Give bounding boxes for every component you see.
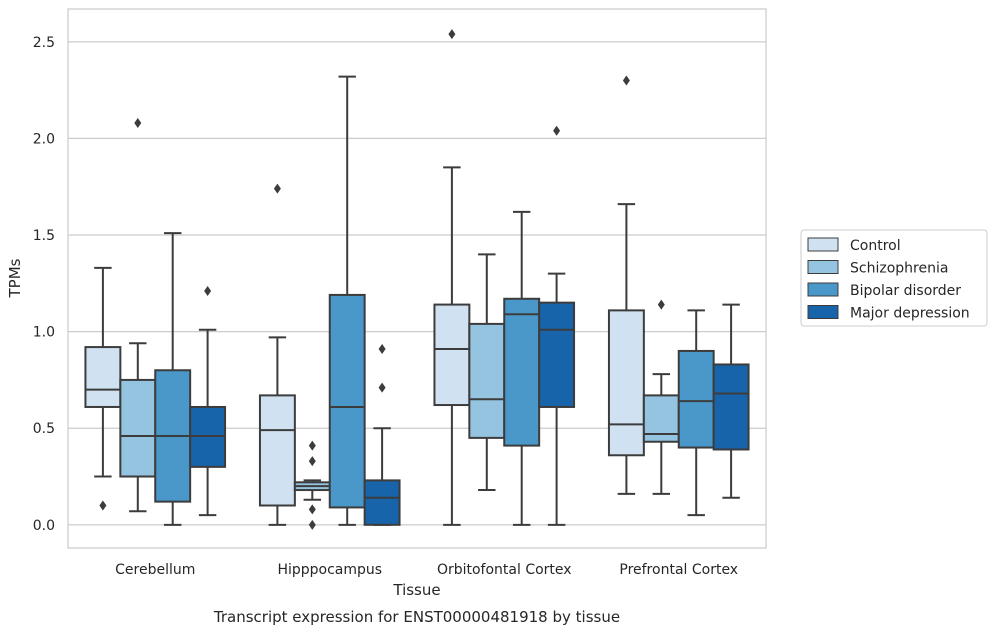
box bbox=[84, 346, 122, 408]
box-group bbox=[328, 75, 366, 526]
x-axis: Cerebellum Hipppocampus Orbitofontal Corte… bbox=[115, 562, 738, 578]
box bbox=[538, 301, 576, 408]
outlier-point bbox=[657, 299, 665, 310]
x-tick-label: Prefrontal Cortex bbox=[619, 562, 738, 578]
box bbox=[503, 297, 541, 447]
x-axis-title: Tissue bbox=[392, 581, 440, 599]
y-axis: 0.0 0.5 1.0 1.5 2.0 2.5 bbox=[33, 35, 55, 534]
legend-swatch bbox=[807, 305, 839, 319]
legend-swatch bbox=[807, 282, 839, 297]
box-group bbox=[433, 29, 471, 526]
box-series bbox=[84, 29, 750, 530]
outlier-point bbox=[308, 504, 316, 515]
box-group bbox=[712, 303, 750, 499]
legend-swatch bbox=[807, 237, 839, 252]
plot-frame bbox=[67, 8, 767, 549]
x-tick-label: Hipppocampus bbox=[277, 562, 382, 578]
outlier-point bbox=[273, 183, 281, 194]
outlier-point bbox=[134, 117, 142, 128]
box bbox=[607, 309, 645, 457]
box-group bbox=[468, 253, 506, 492]
y-tick-label: 0.0 bbox=[33, 518, 55, 534]
box bbox=[712, 363, 750, 451]
box bbox=[258, 394, 296, 507]
box bbox=[433, 303, 471, 407]
outlier-point bbox=[378, 344, 386, 355]
chart-caption: Transcript expression for ENST0000048191… bbox=[213, 608, 620, 626]
outlier-point bbox=[308, 440, 316, 451]
box-group bbox=[642, 299, 680, 495]
legend: Control Schizophrenia Bipolar disorder Majo… bbox=[800, 229, 988, 327]
outlier-point bbox=[622, 75, 630, 86]
legend-frame bbox=[800, 229, 988, 327]
y-axis-title: TPMs bbox=[6, 258, 24, 298]
box-group bbox=[677, 309, 715, 517]
outlier-point bbox=[308, 519, 316, 530]
legend-swatch bbox=[807, 260, 839, 274]
box bbox=[677, 349, 715, 449]
box bbox=[468, 322, 506, 439]
box bbox=[119, 378, 157, 478]
legend-label: Schizophrenia bbox=[850, 261, 948, 277]
y-tick-label: 1.5 bbox=[33, 228, 55, 244]
x-tick-label: Orbitofontal Cortex bbox=[437, 562, 572, 578]
box-group bbox=[189, 286, 227, 517]
x-tick-label: Cerebellum bbox=[115, 562, 195, 578]
box-group bbox=[293, 440, 331, 530]
y-tick-label: 1.0 bbox=[33, 325, 55, 341]
y-tick-label: 0.5 bbox=[33, 421, 55, 437]
box-group bbox=[258, 183, 296, 526]
legend-label: Major depression bbox=[850, 306, 970, 322]
box bbox=[363, 479, 401, 526]
legend-label: Bipolar disorder bbox=[850, 283, 961, 299]
box-group bbox=[607, 75, 645, 495]
box-group bbox=[84, 266, 122, 511]
box-group bbox=[538, 125, 576, 526]
outlier-point bbox=[378, 382, 386, 393]
outlier-point bbox=[99, 500, 107, 511]
y-tick-label: 2.5 bbox=[33, 35, 55, 51]
legend-label: Control bbox=[850, 238, 901, 254]
box-group bbox=[503, 210, 541, 526]
outlier-point bbox=[448, 29, 456, 40]
y-tick-label: 2.0 bbox=[33, 131, 55, 147]
box-group bbox=[363, 344, 401, 526]
outlier-point bbox=[204, 286, 212, 297]
outlier-point bbox=[308, 456, 316, 467]
outlier-point bbox=[553, 125, 561, 136]
box bbox=[328, 293, 366, 509]
